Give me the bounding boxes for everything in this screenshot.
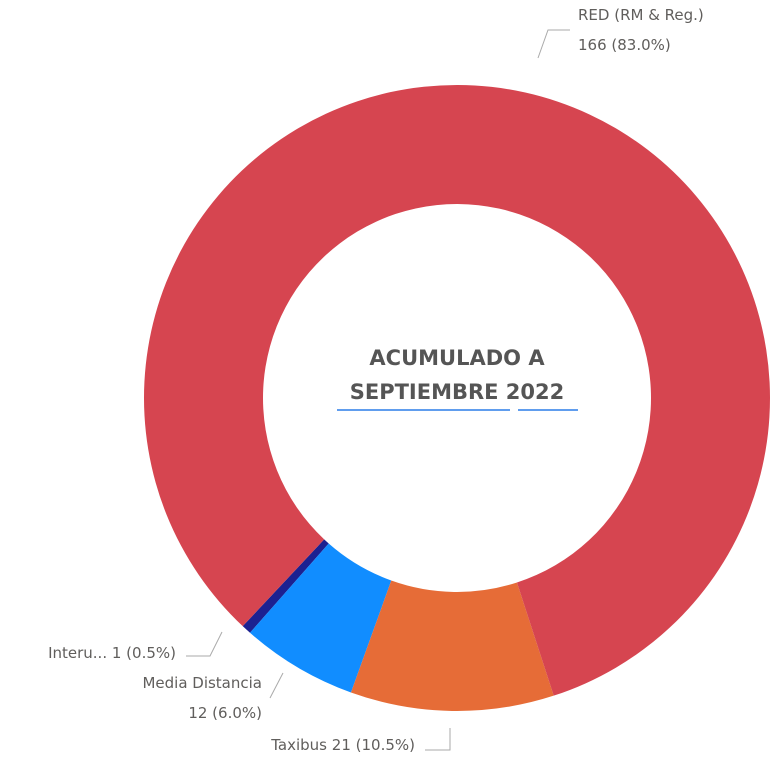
center-label: ACUMULADO A	[369, 346, 545, 370]
value-label: 166 (83.0%)	[578, 36, 671, 54]
slice	[242, 539, 329, 633]
category-label: Media Distancia	[142, 674, 262, 692]
slice	[250, 543, 392, 693]
data-label: Interu... 1 (0.5%)	[48, 644, 176, 662]
center-label: SEPTIEMBRE 2022	[350, 380, 565, 404]
category-label: RED (RM & Reg.)	[578, 6, 704, 24]
value-label: 12 (6.0%)	[188, 704, 262, 722]
slice	[144, 84, 771, 696]
leader-line	[186, 631, 223, 657]
leader-line	[269, 672, 284, 699]
data-label: Taxibus 21 (10.5%)	[270, 736, 415, 754]
slice	[350, 580, 554, 711]
leader-line	[537, 29, 570, 59]
value-label: 21 (10.5%)	[332, 736, 415, 754]
category-label: Interu...	[48, 644, 107, 662]
value-label: 1 (0.5%)	[112, 644, 176, 662]
category-label: Taxibus	[270, 736, 327, 754]
leader-line	[425, 728, 451, 751]
